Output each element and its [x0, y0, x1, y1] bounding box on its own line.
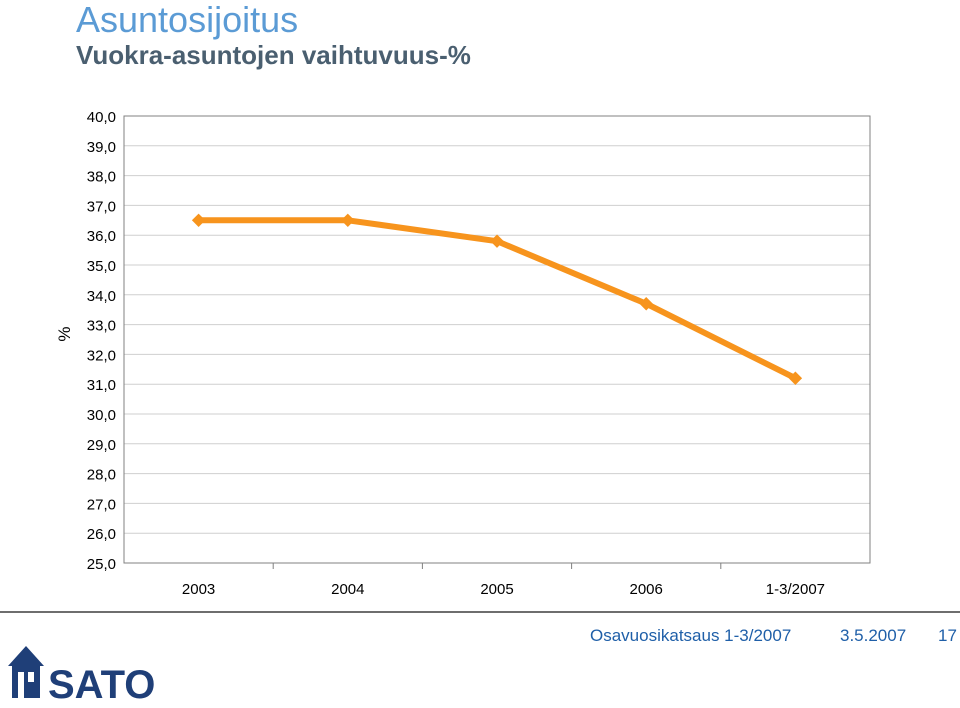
- line-chart: 25,0 26,0 27,0 28,0 29,0 30,0 31,0 32,0 33,0 34,0…: [55, 109, 871, 598]
- y-tick-label: 39,0: [87, 139, 116, 156]
- data-point: [639, 297, 653, 311]
- footer-divider: [0, 611, 960, 613]
- y-tick-label: 33,0: [87, 318, 116, 335]
- y-tick-label: 31,0: [87, 377, 116, 394]
- y-tick-label: 37,0: [87, 198, 116, 215]
- series-group: [191, 213, 803, 385]
- y-tick-label: 34,0: [87, 288, 116, 305]
- house-mark-icon: [8, 646, 44, 698]
- sato-logo: SATO: [8, 646, 155, 702]
- x-tick-labels: 2003 2004 2005 2006 1-3/2007: [182, 581, 825, 598]
- page-title: Asuntosijoitus: [76, 0, 299, 40]
- y-tick-label: 32,0: [87, 347, 116, 364]
- data-point: [490, 234, 504, 248]
- page-subtitle: Vuokra-asuntojen vaihtuvuus-%: [76, 40, 471, 70]
- x-tick-label: 2004: [331, 581, 364, 598]
- y-tick-label: 40,0: [87, 109, 116, 126]
- y-tick-label: 38,0: [87, 169, 116, 186]
- y-tick-label: 29,0: [87, 437, 116, 454]
- x-tick-label: 2005: [480, 581, 513, 598]
- y-tick-label: 36,0: [87, 228, 116, 245]
- data-point: [788, 371, 803, 385]
- x-tick-label: 2006: [630, 581, 663, 598]
- y-tick-label: 27,0: [87, 496, 116, 513]
- plot-frame: [123, 115, 871, 564]
- footer-date: 3.5.2007: [840, 626, 907, 645]
- y-tick-label: 25,0: [87, 556, 116, 573]
- gridlines: [124, 145, 870, 534]
- data-point: [191, 213, 206, 228]
- logo-wordmark: SATO: [48, 663, 155, 702]
- x-tick-marks: [272, 563, 722, 569]
- y-tick-label: 35,0: [87, 258, 116, 275]
- y-tick-label: 28,0: [87, 467, 116, 484]
- y-tick-label: 26,0: [87, 526, 116, 543]
- y-tick-label: 30,0: [87, 407, 116, 424]
- y-axis-label: %: [55, 326, 74, 341]
- y-tick-labels: 25,0 26,0 27,0 28,0 29,0 30,0 31,0 32,0 33,0 34,0…: [87, 109, 116, 573]
- page-number: 17: [938, 626, 957, 645]
- x-tick-label: 1-3/2007: [766, 581, 825, 598]
- x-tick-label: 2003: [182, 581, 215, 598]
- footer-title: Osavuosikatsaus 1-3/2007: [590, 626, 792, 645]
- data-point: [341, 213, 355, 228]
